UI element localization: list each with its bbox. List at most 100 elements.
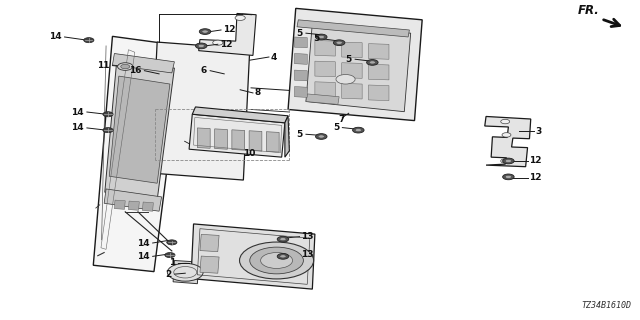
- Polygon shape: [342, 42, 362, 58]
- Circle shape: [212, 40, 223, 45]
- Polygon shape: [93, 36, 182, 272]
- Circle shape: [277, 236, 289, 242]
- Polygon shape: [315, 61, 335, 77]
- Text: 14: 14: [71, 124, 84, 132]
- Text: 1: 1: [169, 258, 175, 267]
- Circle shape: [355, 129, 362, 132]
- Circle shape: [118, 63, 133, 70]
- Polygon shape: [266, 132, 279, 152]
- Polygon shape: [369, 44, 389, 59]
- Polygon shape: [297, 20, 410, 37]
- Polygon shape: [115, 200, 125, 209]
- Circle shape: [505, 159, 511, 163]
- Circle shape: [502, 158, 514, 164]
- Text: FR.: FR.: [577, 4, 599, 17]
- Text: 3: 3: [536, 127, 542, 136]
- Circle shape: [277, 253, 289, 259]
- Polygon shape: [129, 201, 140, 210]
- Polygon shape: [232, 130, 244, 150]
- Text: 12: 12: [529, 173, 542, 182]
- Circle shape: [502, 133, 511, 137]
- Circle shape: [316, 134, 327, 139]
- Polygon shape: [173, 260, 198, 284]
- Polygon shape: [192, 107, 288, 123]
- Polygon shape: [294, 87, 307, 97]
- Circle shape: [199, 29, 211, 35]
- Text: 11: 11: [97, 61, 109, 70]
- Text: 16: 16: [129, 66, 141, 75]
- Text: 14: 14: [137, 238, 150, 247]
- Circle shape: [502, 174, 514, 180]
- Text: 5: 5: [346, 55, 352, 64]
- Polygon shape: [151, 42, 250, 180]
- Circle shape: [369, 61, 376, 64]
- Polygon shape: [369, 85, 389, 100]
- Circle shape: [121, 64, 130, 69]
- Polygon shape: [249, 131, 262, 151]
- Polygon shape: [342, 84, 362, 99]
- Text: 5: 5: [296, 130, 303, 139]
- Circle shape: [103, 128, 113, 133]
- Polygon shape: [189, 114, 285, 157]
- Circle shape: [500, 119, 509, 124]
- Text: 14: 14: [49, 33, 61, 42]
- Polygon shape: [294, 37, 307, 48]
- Text: 12: 12: [220, 40, 232, 49]
- Circle shape: [167, 240, 177, 245]
- Circle shape: [168, 263, 203, 281]
- Circle shape: [235, 15, 245, 20]
- Polygon shape: [105, 59, 174, 200]
- Text: 6: 6: [201, 66, 207, 75]
- Text: 13: 13: [301, 232, 314, 241]
- Text: 5: 5: [333, 123, 339, 132]
- Text: 2: 2: [165, 270, 172, 279]
- Text: 12: 12: [529, 156, 542, 165]
- Polygon shape: [306, 94, 339, 104]
- Circle shape: [239, 242, 314, 279]
- Text: 10: 10: [243, 149, 256, 158]
- Polygon shape: [342, 63, 362, 78]
- Circle shape: [280, 238, 286, 241]
- Polygon shape: [484, 116, 531, 167]
- Circle shape: [336, 41, 342, 44]
- Circle shape: [318, 135, 324, 138]
- Circle shape: [165, 252, 175, 258]
- Text: 8: 8: [255, 88, 261, 97]
- Text: 5: 5: [314, 34, 320, 44]
- Text: 5: 5: [296, 29, 303, 38]
- Text: TZ34B1610D: TZ34B1610D: [582, 301, 632, 310]
- Polygon shape: [109, 76, 170, 183]
- Polygon shape: [294, 70, 307, 81]
- Polygon shape: [288, 8, 422, 121]
- Polygon shape: [315, 82, 335, 97]
- Polygon shape: [104, 189, 162, 211]
- Circle shape: [500, 159, 509, 163]
- Polygon shape: [200, 235, 219, 252]
- Polygon shape: [285, 116, 289, 157]
- Polygon shape: [197, 128, 210, 148]
- Circle shape: [318, 36, 324, 38]
- Circle shape: [250, 247, 303, 274]
- Polygon shape: [315, 40, 335, 56]
- Circle shape: [367, 60, 378, 65]
- Polygon shape: [191, 224, 315, 289]
- Circle shape: [195, 43, 207, 49]
- Polygon shape: [143, 202, 154, 211]
- Circle shape: [333, 40, 345, 45]
- Circle shape: [84, 38, 94, 43]
- Text: 14: 14: [137, 252, 150, 261]
- Polygon shape: [198, 13, 256, 55]
- Polygon shape: [369, 64, 389, 80]
- Text: 12: 12: [223, 26, 236, 35]
- Circle shape: [202, 30, 208, 33]
- Circle shape: [336, 75, 355, 84]
- Polygon shape: [200, 256, 219, 273]
- Circle shape: [316, 34, 327, 40]
- Polygon shape: [294, 53, 307, 64]
- Circle shape: [280, 255, 286, 258]
- Polygon shape: [306, 23, 411, 112]
- Polygon shape: [214, 129, 227, 149]
- Text: 4: 4: [271, 52, 277, 61]
- Circle shape: [505, 175, 511, 179]
- Text: 14: 14: [71, 108, 84, 116]
